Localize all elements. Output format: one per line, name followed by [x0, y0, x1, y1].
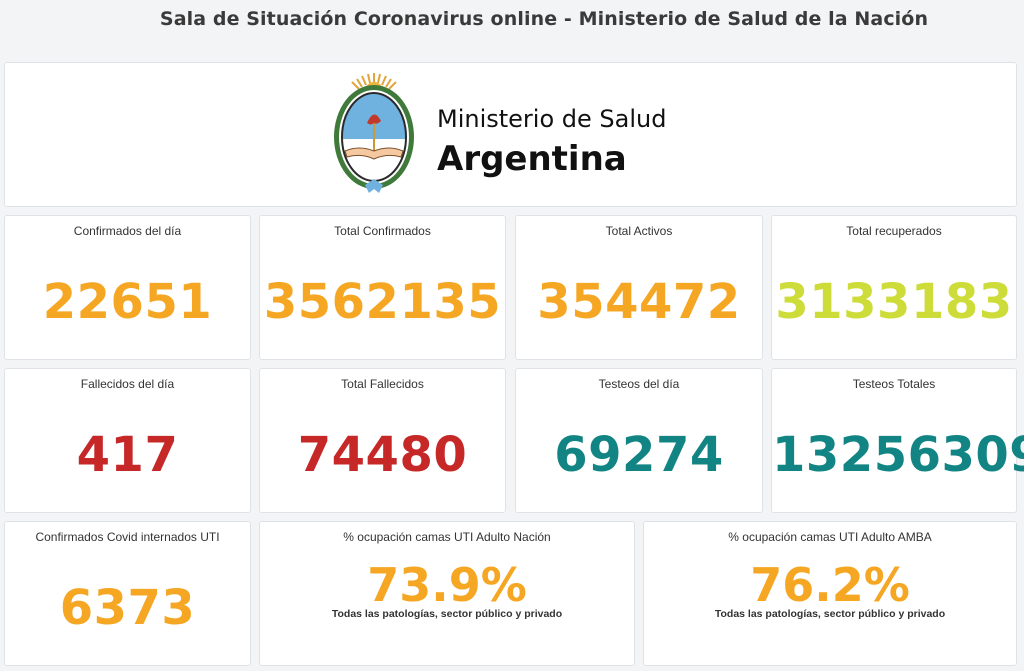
brand-ministry-name: Ministerio de Salud — [437, 105, 667, 133]
stat-value: 22651 — [42, 274, 213, 330]
stat-label: Testeos del día — [598, 377, 680, 391]
stat-card-internados-uti: Confirmados Covid internados UTI 6373 — [4, 521, 251, 666]
occupancy-card-nacion: % ocupación camas UTI Adulto Nación 73.9… — [259, 521, 635, 666]
stat-card-confirmados-dia: Confirmados del día 22651 — [4, 215, 251, 360]
stat-value: 3562135 — [263, 274, 502, 330]
occupancy-subtitle: Todas las patologías, sector público y p… — [331, 608, 563, 620]
stat-value: 74480 — [297, 427, 468, 483]
occupancy-value: 76.2% — [750, 558, 910, 612]
occupancy-label: % ocupación camas UTI Adulto Nación — [343, 530, 551, 544]
stat-label: Total recuperados — [846, 224, 942, 238]
stat-card-total-confirmados: Total Confirmados 3562135 — [259, 215, 506, 360]
stat-value: 6373 — [59, 580, 196, 636]
stat-label: Total Activos — [605, 224, 673, 238]
stat-label: Confirmados del día — [73, 224, 182, 238]
occupancy-value: 73.9% — [367, 558, 527, 612]
brand-country-name: Argentina — [437, 139, 627, 179]
argentina-coat-of-arms-icon — [334, 73, 414, 193]
stat-card-fallecidos-dia: Fallecidos del día 417 — [4, 368, 251, 513]
stat-card-total-fallecidos: Total Fallecidos 74480 — [259, 368, 506, 513]
stat-value: 69274 — [554, 427, 724, 483]
occupancy-label: % ocupación camas UTI Adulto AMBA — [728, 530, 932, 544]
stat-card-testeos-dia: Testeos del día 69274 — [515, 368, 763, 513]
stat-card-total-activos: Total Activos 354472 — [515, 215, 763, 360]
stat-value: 354472 — [537, 274, 741, 330]
stat-label: Testeos Totales — [852, 377, 936, 391]
stat-label: Total Fallecidos — [341, 377, 424, 391]
stat-label: Confirmados Covid internados UTI — [35, 530, 220, 544]
stat-card-testeos-totales: Testeos Totales 13256309 — [771, 368, 1024, 513]
stat-value: 13256309 — [772, 427, 1024, 483]
occupancy-card-amba: % ocupación camas UTI Adulto AMBA 76.2% … — [643, 521, 1017, 666]
occupancy-subtitle: Todas las patologías, sector público y p… — [714, 608, 946, 620]
stat-label: Total Confirmados — [334, 224, 431, 238]
stat-value: 417 — [76, 427, 179, 483]
logo-card: Ministerio de Salud Argentina — [4, 62, 1017, 207]
stat-label: Fallecidos del día — [80, 377, 175, 391]
page-title: Sala de Situación Coronavirus online - M… — [159, 8, 929, 30]
stat-value: 3133183 — [775, 274, 1013, 330]
stat-card-total-recuperados: Total recuperados 3133183 — [771, 215, 1017, 360]
